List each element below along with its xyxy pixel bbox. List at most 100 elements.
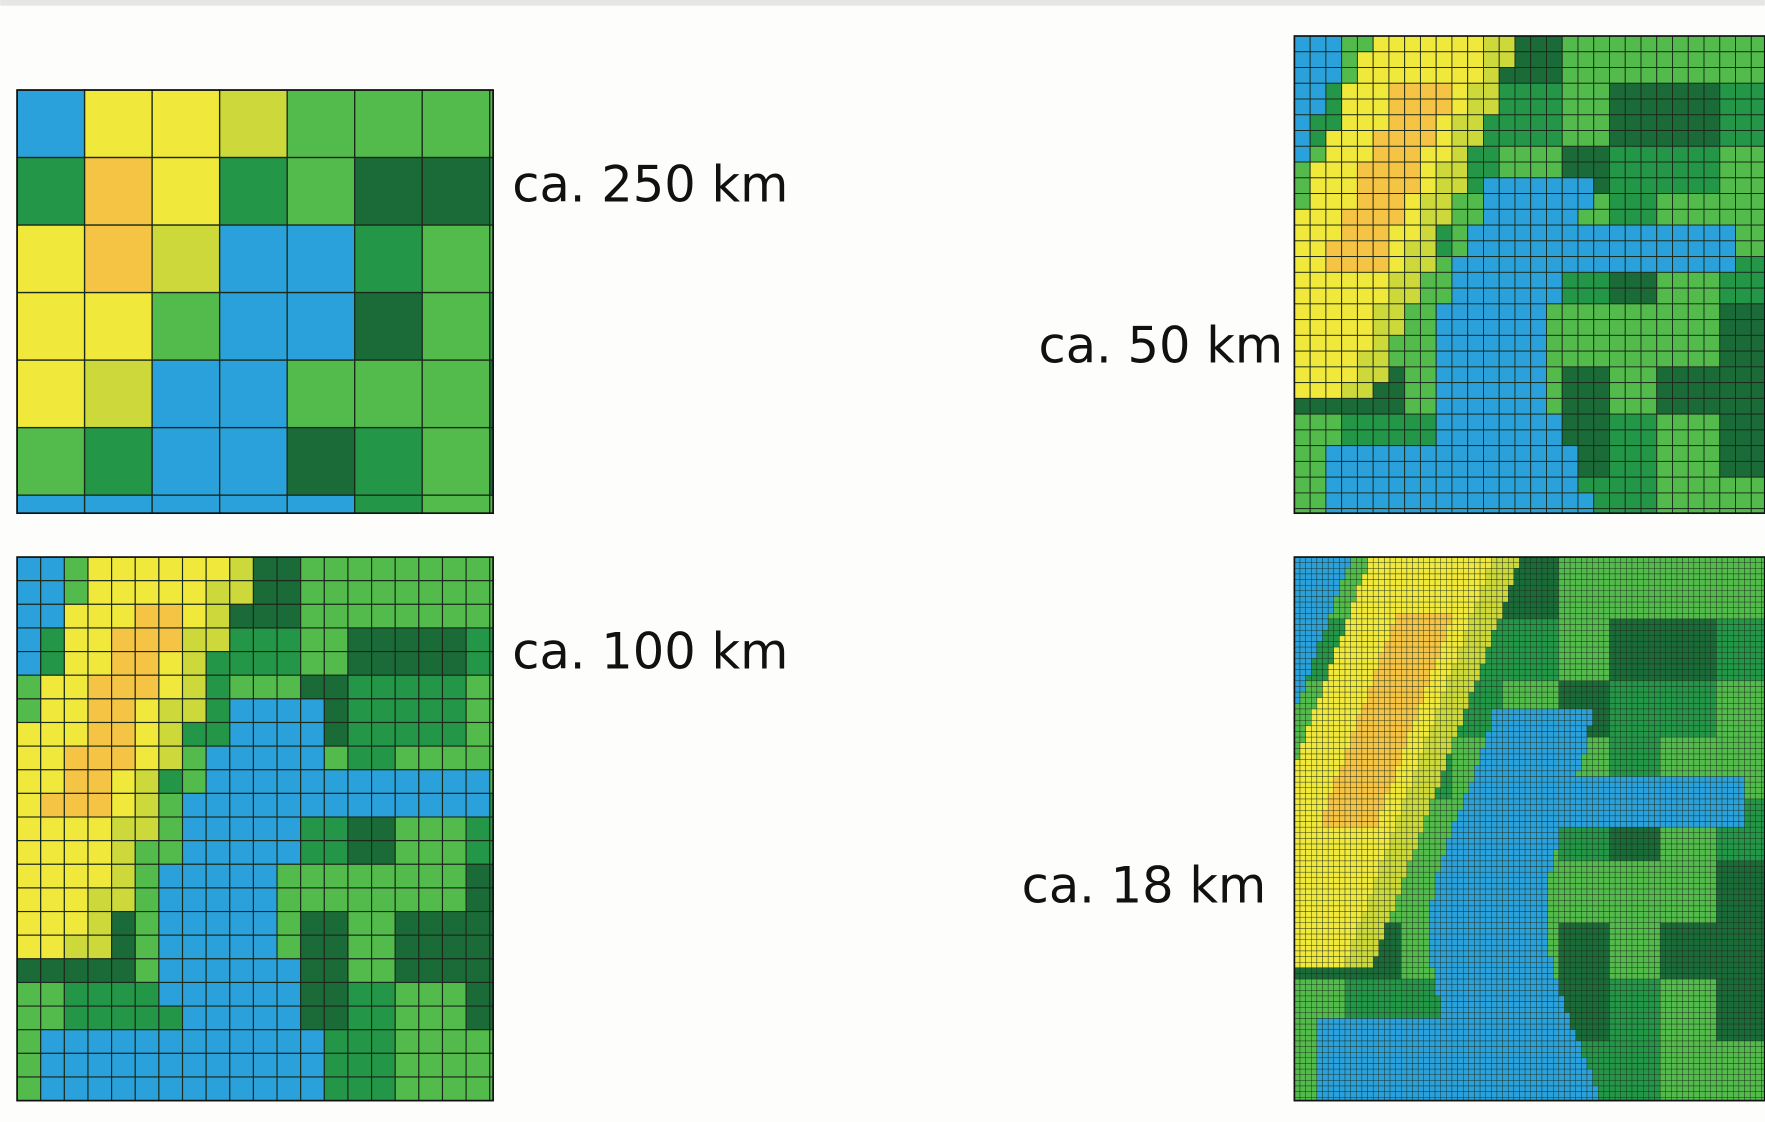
grid-cell — [1722, 675, 1728, 681]
grid-cell — [1323, 788, 1329, 794]
grid-cell — [277, 628, 301, 652]
grid-cell — [1458, 664, 1464, 670]
grid-cell — [1519, 591, 1525, 597]
grid-cell — [1294, 194, 1310, 210]
grid-cell — [1711, 777, 1717, 783]
grid-cell — [395, 864, 419, 888]
grid-cell — [301, 628, 325, 652]
grid-cell — [1446, 585, 1452, 591]
grid-cell — [1379, 737, 1385, 743]
grid-cell — [1357, 131, 1373, 147]
grid-cell — [1368, 630, 1374, 636]
grid-cell — [1660, 636, 1666, 642]
grid-cell — [1503, 574, 1509, 580]
grid-cell — [1300, 771, 1306, 777]
grid-cell — [1508, 754, 1514, 760]
grid-cell — [1469, 709, 1475, 715]
grid-cell — [1655, 574, 1661, 580]
grid-cell — [1300, 731, 1306, 737]
grid-cell — [1641, 83, 1657, 99]
grid-cell — [1683, 619, 1689, 625]
grid-cell — [1334, 664, 1340, 670]
grid-cell — [1345, 670, 1351, 676]
grid-cell — [1446, 641, 1452, 647]
grid-cell — [1570, 647, 1576, 653]
grid-cell — [85, 158, 153, 226]
grid-cell — [1300, 686, 1306, 692]
grid-cell — [1405, 383, 1421, 399]
grid-cell — [1632, 613, 1638, 619]
grid-cell — [1745, 686, 1751, 692]
grid-cell — [1373, 658, 1379, 664]
grid-cell — [1300, 720, 1306, 726]
grid-cell — [1463, 563, 1469, 569]
grid-cell — [1559, 658, 1565, 664]
grid-cell — [1594, 146, 1610, 162]
grid-cell — [1609, 681, 1615, 687]
grid-cell — [1745, 765, 1751, 771]
grid-cell — [1542, 720, 1548, 726]
grid-cell — [1750, 596, 1756, 602]
grid-cell — [1389, 52, 1405, 68]
grid-cell — [1531, 765, 1537, 771]
grid-cell — [1671, 748, 1677, 754]
grid-cell — [1469, 771, 1475, 777]
grid-cell — [1508, 771, 1514, 777]
grid-cell — [1503, 613, 1509, 619]
grid-cell — [1625, 351, 1641, 367]
grid-cell — [1643, 788, 1649, 794]
grid-cell — [442, 982, 466, 1006]
grid-cell — [1418, 591, 1424, 597]
grid-cell — [1733, 608, 1739, 614]
grid-cell — [1587, 625, 1593, 631]
grid-cell — [1441, 653, 1447, 659]
grid-cell — [1356, 782, 1362, 788]
grid-cell — [1446, 777, 1452, 783]
grid-cell — [1587, 720, 1593, 726]
grid-cell — [17, 746, 41, 770]
grid-cell — [1609, 398, 1625, 414]
grid-cell — [1396, 625, 1402, 631]
grid-cell — [1413, 619, 1419, 625]
grid-cell — [1420, 446, 1436, 462]
grid-cell — [1666, 608, 1672, 614]
grid-cell — [1643, 715, 1649, 721]
grid-cell — [1621, 692, 1627, 698]
grid-cell — [422, 428, 490, 496]
grid-cell — [1649, 664, 1655, 670]
grid-cell — [1515, 131, 1531, 147]
grid-cell — [1334, 788, 1340, 794]
grid-cell — [1435, 675, 1441, 681]
grid-cell — [183, 1030, 207, 1054]
grid-cell — [1615, 585, 1621, 591]
grid-cell — [1745, 754, 1751, 760]
grid-cell — [1704, 272, 1720, 288]
grid-cell — [1497, 664, 1503, 670]
grid-cell — [1536, 748, 1542, 754]
grid-cell — [1542, 771, 1548, 777]
grid-cell — [1604, 591, 1610, 597]
grid-cell — [1407, 613, 1413, 619]
grid-cell — [1491, 709, 1497, 715]
grid-cell — [1716, 596, 1722, 602]
grid-cell — [1368, 703, 1374, 709]
grid-cell — [1542, 760, 1548, 766]
grid-cell — [1553, 715, 1559, 721]
grid-cell — [1594, 446, 1610, 462]
grid-cell — [1578, 68, 1594, 84]
grid-cell — [1339, 731, 1345, 737]
grid-cell — [1666, 636, 1672, 642]
grid-cell — [1683, 670, 1689, 676]
grid-cell — [1357, 225, 1373, 241]
grid-cell — [1317, 619, 1323, 625]
grid-cell — [1704, 257, 1720, 273]
grid-cell — [1429, 743, 1435, 749]
grid-cell — [1598, 585, 1604, 591]
grid-cell — [1562, 288, 1578, 304]
grid-cell — [1700, 653, 1706, 659]
grid-cell — [1716, 664, 1722, 670]
grid-cell — [301, 959, 325, 983]
grid-cell — [1396, 619, 1402, 625]
grid-cell — [1413, 653, 1419, 659]
grid-cell — [419, 1053, 443, 1077]
